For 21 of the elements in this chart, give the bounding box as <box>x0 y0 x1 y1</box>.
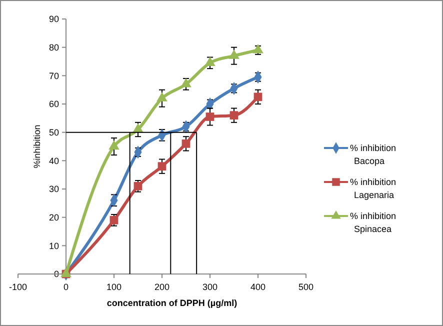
x-tick-label: 500 <box>298 282 314 292</box>
legend-label: % inhibition Spinacea <box>350 211 396 234</box>
x-tick-label: 200 <box>154 282 170 292</box>
y-tick-label: 70 <box>48 70 59 81</box>
y-tick-label: 40 <box>48 156 59 166</box>
y-axis-title: %inhibition <box>32 124 42 168</box>
x-tick-label: 400 <box>250 282 266 292</box>
y-tick-label: 80 <box>48 42 59 52</box>
y-tick-label: 10 <box>48 240 59 251</box>
legend-label: % inhibition Bacopa <box>350 143 396 166</box>
legend-label: % inhibition Lagenaria <box>350 177 396 200</box>
x-tick-label: -100 <box>8 282 28 292</box>
x-tick-label: 300 <box>202 282 218 292</box>
y-tick-label: 20 <box>48 212 59 222</box>
y-tick-label: 50 <box>48 127 59 138</box>
y-tick-label: 90 <box>48 14 59 24</box>
x-tick-label: 0 <box>63 282 69 292</box>
x-tick-label: 100 <box>106 282 122 292</box>
y-tick-label: 30 <box>48 184 59 194</box>
x-axis-title: concentration of DPPH (µg/ml) <box>106 298 238 308</box>
y-tick-label: 60 <box>48 99 59 110</box>
